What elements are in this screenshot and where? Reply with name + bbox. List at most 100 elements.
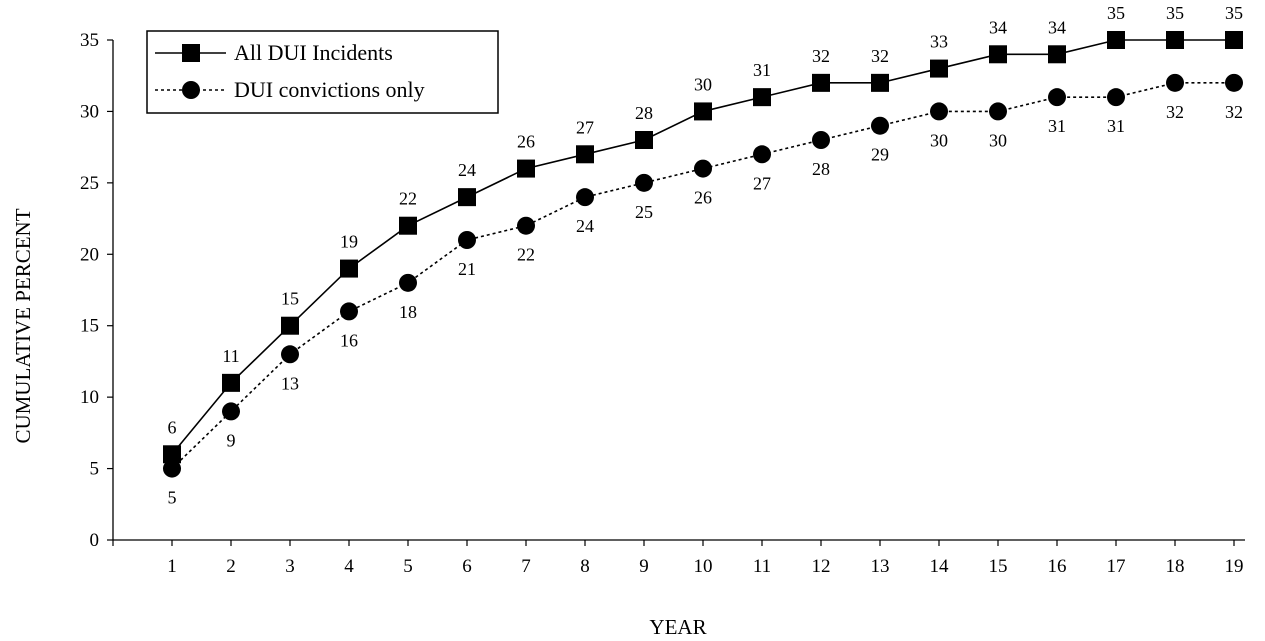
data-point: [753, 88, 771, 107]
data-label: 35: [1107, 3, 1125, 23]
legend-marker-square: [182, 44, 200, 62]
data-point: [1048, 45, 1066, 64]
series-line: [171, 82, 1234, 470]
series-layer: 6 11 15 19 22 24 26 27 28 30 31 32 32 33 34 34 35 35 35 5 9 1…: [163, 3, 1243, 508]
y-tick-label: 20: [80, 244, 99, 265]
data-point: [871, 116, 889, 135]
data-label: 28: [812, 159, 830, 179]
data-label: 35: [1166, 3, 1184, 23]
legend-label: DUI convictions only: [234, 77, 425, 102]
data-point: [989, 45, 1007, 64]
data-label: 26: [694, 188, 712, 208]
x-tick-label: 5: [403, 556, 413, 577]
data-point: [222, 402, 240, 421]
data-label: 29: [871, 145, 889, 165]
data-label: 32: [1166, 102, 1184, 122]
x-tick-label: 19: [1225, 556, 1244, 577]
data-label: 11: [222, 346, 239, 366]
data-point: [399, 216, 417, 235]
axes: [112, 40, 1245, 541]
data-label: 18: [399, 302, 417, 322]
y-tick-label: 10: [80, 387, 99, 408]
data-point: [930, 102, 948, 121]
y-tick-label: 35: [80, 30, 99, 51]
series-1: 6 11 15 19 22 24 26 27 28 30 31 32 32 33 34 34 35 35 35: [163, 3, 1243, 464]
data-point: [694, 102, 712, 121]
data-label: 6: [168, 417, 177, 437]
data-label: 31: [753, 60, 771, 80]
data-label: 13: [281, 373, 299, 393]
x-tick-label: 4: [344, 556, 354, 577]
y-axis-ticks: 0 5 10 15 20 25 30 35: [80, 30, 113, 551]
data-label: 34: [989, 17, 1007, 37]
x-tick-label: 17: [1107, 556, 1126, 577]
data-label: 5: [168, 488, 177, 508]
data-point: [1225, 31, 1243, 49]
x-axis-title: YEAR: [649, 615, 706, 639]
y-tick-label: 25: [80, 173, 99, 194]
data-label: 33: [930, 32, 948, 52]
data-label: 30: [930, 130, 948, 150]
data-label: 24: [576, 216, 594, 236]
data-point: [1107, 88, 1125, 107]
x-tick-label: 2: [226, 556, 236, 577]
data-point: [635, 173, 653, 192]
y-tick-label: 15: [80, 316, 99, 337]
data-label: 31: [1107, 116, 1125, 136]
x-tick-label: 15: [989, 556, 1008, 577]
y-axis-title: CUMULATIVE PERCENT: [11, 208, 35, 443]
x-tick-label: 6: [462, 556, 472, 577]
y-tick-label: 30: [80, 101, 99, 122]
data-point: [576, 188, 594, 207]
x-tick-label: 7: [521, 556, 531, 577]
x-tick-label: 12: [812, 556, 831, 577]
data-label: 21: [458, 259, 476, 279]
data-label: 25: [635, 202, 653, 222]
y-tick-label: 0: [90, 530, 100, 551]
data-point: [635, 131, 653, 149]
data-point: [458, 231, 476, 249]
data-label: 16: [340, 330, 358, 350]
x-tick-label: 8: [580, 556, 590, 577]
legend-frame: [146, 30, 499, 114]
legend-marker-circle: [182, 81, 200, 99]
data-label: 15: [281, 289, 299, 309]
data-label: 35: [1225, 3, 1243, 23]
y-tick-label: 5: [90, 459, 100, 480]
data-point: [281, 316, 299, 335]
data-label: 30: [694, 74, 712, 94]
data-point: [871, 73, 889, 92]
data-label: 30: [989, 130, 1007, 150]
data-point: [517, 216, 535, 235]
x-tick-label: 18: [1166, 556, 1185, 577]
data-label: 34: [1048, 17, 1066, 37]
data-point: [163, 459, 181, 478]
data-point: [812, 73, 830, 92]
data-point: [576, 145, 594, 164]
data-label: 19: [340, 232, 358, 252]
legend: All DUI Incidents DUI convictions only: [146, 30, 499, 114]
legend-item-2: DUI convictions only: [155, 77, 425, 102]
data-point: [458, 188, 476, 207]
legend-item-1: All DUI Incidents: [155, 40, 393, 65]
x-tick-label: 11: [753, 556, 771, 577]
x-tick-label: 1: [167, 556, 177, 577]
x-tick-label: 9: [639, 556, 649, 577]
data-point: [1107, 31, 1125, 49]
data-point: [340, 259, 358, 278]
data-label: 31: [1048, 116, 1066, 136]
series-2: 5 9 13 16 18 21 22 24 25 26 27 28 29 30 30 31 31 32 32: [163, 73, 1243, 508]
data-point: [812, 131, 830, 149]
data-label: 27: [753, 173, 771, 193]
x-tick-label: 3: [285, 556, 295, 577]
x-tick-label: 10: [694, 556, 713, 577]
data-label: 22: [517, 245, 535, 265]
data-point: [1225, 73, 1243, 92]
data-point: [222, 373, 240, 392]
data-label: 32: [1225, 102, 1243, 122]
data-point: [399, 273, 417, 292]
data-point: [1166, 73, 1184, 92]
data-point: [340, 302, 358, 321]
data-point: [753, 145, 771, 164]
